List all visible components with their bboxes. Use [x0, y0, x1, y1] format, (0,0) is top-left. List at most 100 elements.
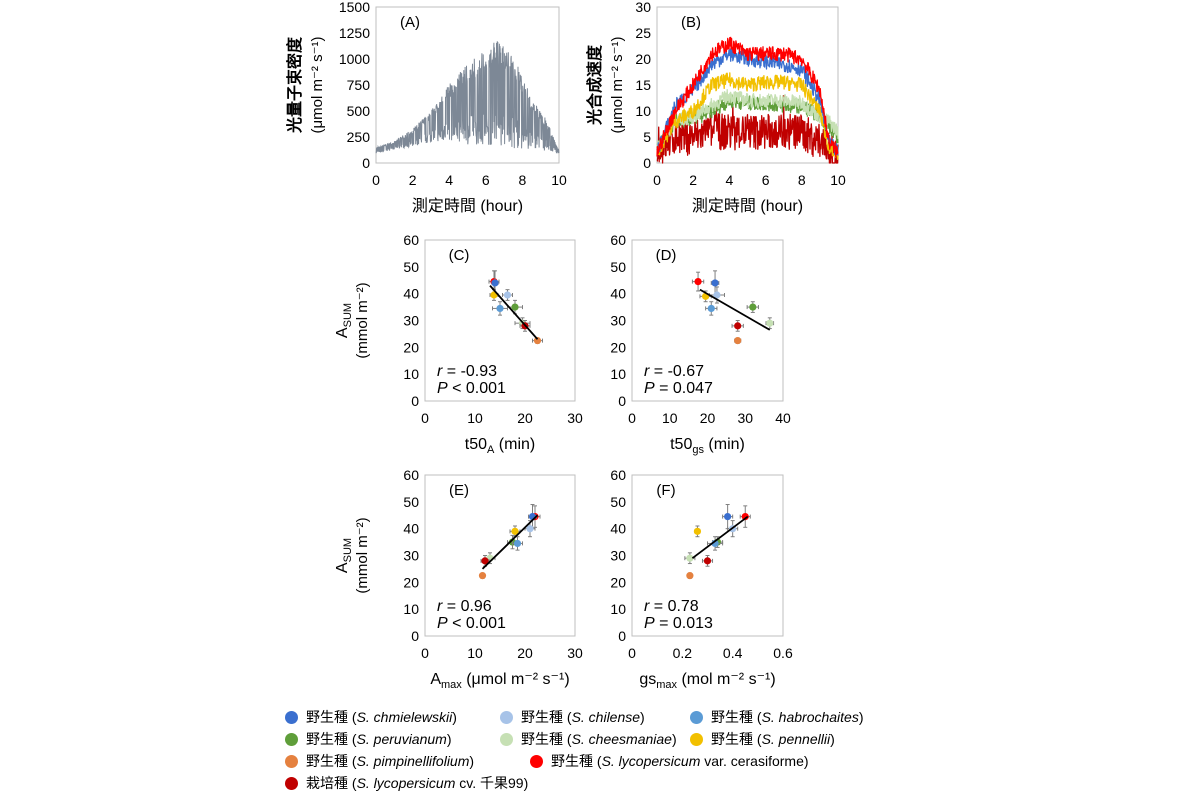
y-axis-label: 光量子束密度 — [285, 36, 304, 134]
y-tick-label: 0 — [411, 393, 419, 409]
y-tick-label: 50 — [403, 259, 419, 275]
data-point-per — [749, 303, 757, 311]
x-tick-label: 20 — [700, 410, 716, 426]
data-point-chm — [491, 279, 499, 287]
legend-suffix: ) — [640, 709, 645, 725]
x-tick-label: 0 — [372, 172, 380, 188]
x-tick-label: 6 — [762, 172, 770, 188]
y-tick-label: 60 — [403, 232, 419, 248]
panel-label: (B) — [681, 14, 701, 31]
data-point-hab — [707, 304, 715, 313]
stat-p: P = 0.047 — [644, 380, 713, 397]
y-tick-label: 10 — [403, 366, 419, 382]
legend-marker — [530, 754, 543, 768]
plot-frame — [631, 239, 784, 402]
data-point-per — [511, 303, 519, 311]
legend-item: 野生種 (S. habrochaites) — [690, 707, 910, 727]
legend-prefix: 野生種 ( — [711, 731, 762, 747]
x-tick-label: 2 — [689, 172, 697, 188]
y-tick-label: 40 — [403, 521, 419, 537]
legend-marker — [690, 732, 703, 746]
x-tick-label: 4 — [726, 172, 734, 188]
legend: 野生種 (S. chmielewskii) 野生種 (S. chilense) 野生… — [285, 706, 945, 794]
legend-item: 野生種 (S. pennellii) — [690, 729, 910, 749]
series-pen — [656, 72, 839, 160]
x-tick-label: 20 — [517, 645, 533, 661]
chart-d: 0 10 20 30 40 50 60 0 10 20 30 40 (D) r = -0.67P = 0.… — [610, 232, 791, 456]
legend-species: S. cheesmaniae — [571, 731, 672, 747]
x-tick-label: 10 — [830, 172, 846, 188]
y-tick-label: 750 — [347, 77, 371, 93]
legend-label: 野生種 (S. cheesmaniae) — [521, 729, 677, 749]
legend-marker — [500, 710, 513, 724]
series-lyc — [656, 36, 839, 158]
x-tick-label: 10 — [662, 410, 678, 426]
legend-species: S. lycopersicum — [601, 753, 701, 769]
data-point-lyc — [741, 512, 749, 521]
y-tick-label: 30 — [403, 313, 419, 329]
legend-prefix: 野生種 ( — [711, 709, 762, 725]
x-tick-label: 20 — [517, 410, 533, 426]
legend-suffix: ) — [830, 731, 835, 747]
y-tick-label: 0 — [643, 155, 651, 171]
plot-frame — [631, 474, 784, 637]
legend-item: 野生種 (S. chilense) — [500, 707, 690, 727]
y-axis-label: 光合成速度 — [585, 44, 604, 126]
data-point-cult — [734, 322, 742, 330]
x-tick-label: 40 — [775, 410, 791, 426]
x-axis-label: Amax (μmol m⁻² s⁻¹) — [430, 671, 569, 691]
y-tick-label: 60 — [610, 232, 626, 248]
y-tick-label: 10 — [610, 366, 626, 382]
legend-suffix: ) — [858, 709, 864, 725]
x-tick-label: 10 — [551, 172, 567, 188]
y-tick-label: 50 — [610, 259, 626, 275]
legend-suffix: ) — [671, 731, 677, 747]
x-tick-label: 0.6 — [773, 645, 793, 661]
y-axis-unit: (μmol m⁻² s⁻¹) — [309, 37, 326, 134]
legend-marker — [500, 732, 513, 746]
legend-marker — [285, 776, 298, 790]
stat-p: P < 0.001 — [437, 615, 506, 632]
plot-frame — [424, 474, 576, 637]
x-tick-label: 30 — [567, 410, 583, 426]
y-tick-label: 20 — [403, 339, 419, 355]
legend-species: S. chilense — [571, 709, 641, 725]
legend-label: 栽培種 (S. lycopersicum cv. 千果99) — [306, 773, 528, 793]
data-point-che — [686, 554, 694, 562]
y-tick-label: 1000 — [339, 51, 370, 67]
x-axis-label: t50gs (min) — [670, 436, 745, 456]
stat-r: r = -0.67 — [644, 363, 704, 380]
panel-label: (C) — [449, 247, 470, 264]
data-point-pim — [478, 572, 487, 580]
plot-frame — [375, 6, 560, 164]
legend-suffix: ) — [469, 753, 475, 769]
legend-label: 野生種 (S. pimpinellifolium) — [306, 751, 474, 771]
x-axis-label: 測定時間 (hour) — [692, 197, 803, 215]
plot-frame — [656, 6, 839, 164]
legend-row: 栽培種 (S. lycopersicum cv. 千果99) — [285, 772, 945, 794]
x-tick-label: 0 — [421, 645, 429, 661]
y-tick-label: 10 — [403, 601, 419, 617]
panel-label: (F) — [656, 482, 675, 499]
panel-label: (A) — [400, 14, 420, 31]
panel-label: (D) — [656, 247, 677, 264]
y-tick-label: 40 — [403, 286, 419, 302]
legend-species: S. peruvianum — [356, 731, 447, 747]
data-point-cult — [703, 557, 712, 565]
legend-suffix: ) — [452, 709, 457, 725]
series-che — [656, 89, 839, 154]
legend-species: S. pennellii — [761, 731, 831, 747]
x-tick-label: 30 — [567, 645, 583, 661]
legend-item: 野生種 (S. chmielewskii) — [285, 707, 500, 727]
legend-species: S. lycopersicum — [356, 775, 456, 791]
legend-row: 野生種 (S. peruvianum) 野生種 (S. cheesmaniae) 野… — [285, 728, 945, 750]
y-tick-label: 5 — [643, 129, 651, 145]
y-tick-label: 1250 — [339, 25, 370, 41]
data-point-pim — [686, 572, 694, 580]
y-tick-label: 0 — [618, 628, 626, 644]
legend-item: 野生種 (S. pimpinellifolium) — [285, 751, 530, 771]
data-point-cult — [481, 557, 489, 565]
chart-b: 0 5 10 15 20 25 30 0 2 4 6 8 10 (B) 光合成速度 (μmol m⁻² s⁻¹… — [585, 0, 846, 215]
data-point-pen — [511, 527, 519, 535]
y-tick-label: 30 — [610, 313, 626, 329]
